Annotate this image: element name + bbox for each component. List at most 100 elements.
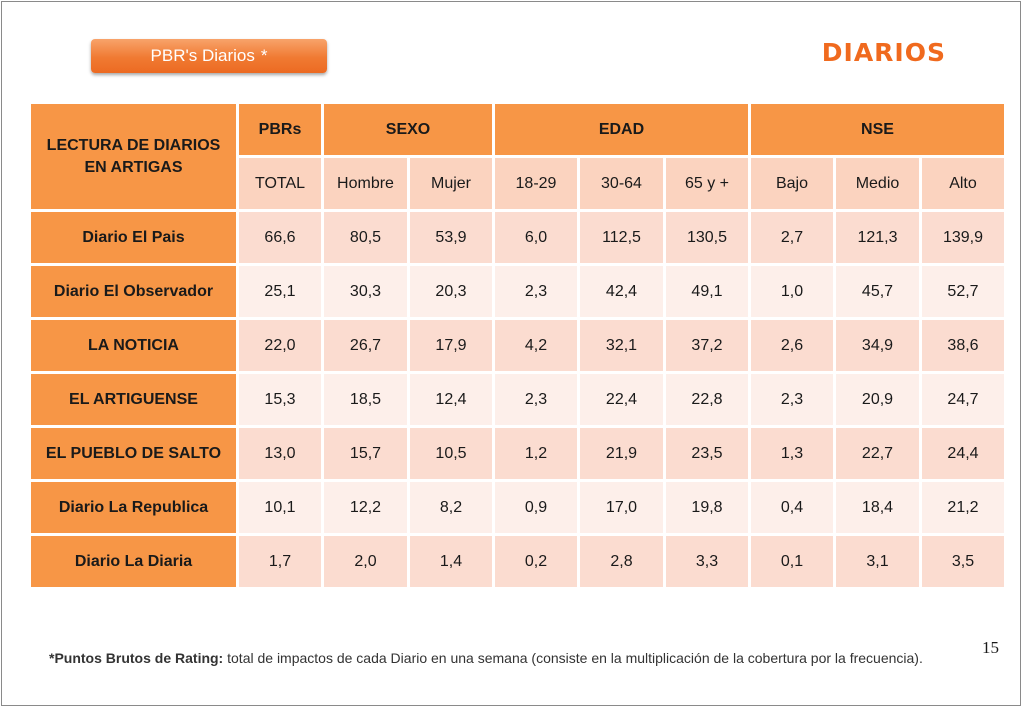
table-cell: 22,0: [236, 317, 324, 374]
page-number: 15: [982, 638, 999, 657]
footnote-text: total de impactos de cada Diario en una …: [223, 650, 923, 666]
table-cell: 42,4: [577, 263, 666, 320]
table-cell: 45,7: [833, 263, 922, 320]
column-header-row: TOTAL Hombre Mujer 18-29 30-64 65 y + Ba…: [30, 155, 1007, 212]
table-cell: 49,1: [663, 263, 751, 320]
table-cell: 34,9: [833, 317, 922, 374]
row-label: Diario El Observador: [28, 263, 239, 320]
column-header: Medio: [833, 155, 922, 212]
table-cell: 2,7: [748, 209, 836, 266]
table-cell: 24,4: [919, 425, 1007, 482]
table-cell: 26,7: [321, 317, 410, 374]
table-cell: 18,4: [833, 479, 922, 536]
table-cell: 21,2: [919, 479, 1007, 536]
table-cell: 21,9: [577, 425, 666, 482]
row-label: Diario La Diaria: [28, 533, 239, 590]
corner-header: LECTURA DE DIARIOS EN ARTIGAS: [28, 101, 239, 212]
table-row: Diario El Observador 25,1 30,3 20,3 2,3 42,4 4…: [28, 263, 1007, 320]
table-cell: 12,4: [407, 371, 495, 428]
table-cell: 112,5: [577, 209, 666, 266]
table-cell: 3,1: [833, 533, 922, 590]
table-cell: 2,0: [321, 533, 410, 590]
column-header: Alto: [919, 155, 1007, 212]
column-header: TOTAL: [236, 155, 324, 212]
table-cell: 0,9: [492, 479, 580, 536]
table-cell: 17,9: [407, 317, 495, 374]
table-cell: 22,4: [577, 371, 666, 428]
table-cell: 3,3: [663, 533, 751, 590]
table-cell: 15,7: [321, 425, 410, 482]
table-cell: 139,9: [919, 209, 1007, 266]
table-cell: 32,1: [577, 317, 666, 374]
group-header-row: LECTURA DE DIARIOS EN ARTIGAS PBRs SEXO …: [28, 101, 1007, 212]
table-cell: 130,5: [663, 209, 751, 266]
table-cell: 20,9: [833, 371, 922, 428]
group-header-sexo: SEXO: [321, 101, 495, 158]
table-row: EL ARTIGUENSE 15,3 18,5 12,4 2,3 22,4 22,8 2,3 2…: [28, 371, 1007, 428]
column-header: 65 y +: [663, 155, 751, 212]
table-cell: 0,2: [492, 533, 580, 590]
column-header: Bajo: [748, 155, 836, 212]
table-cell: 1,2: [492, 425, 580, 482]
table-cell: 0,4: [748, 479, 836, 536]
row-label: EL PUEBLO DE SALTO: [28, 425, 239, 482]
table-cell: 15,3: [236, 371, 324, 428]
table-cell: 24,7: [919, 371, 1007, 428]
ratings-table: LECTURA DE DIARIOS EN ARTIGAS PBRs SEXO …: [28, 101, 1007, 590]
table-cell: 3,5: [919, 533, 1007, 590]
table-cell: 121,3: [833, 209, 922, 266]
table-cell: 38,6: [919, 317, 1007, 374]
table-cell: 23,5: [663, 425, 751, 482]
group-header-pbrs: PBRs: [236, 101, 324, 158]
table-cell: 30,3: [321, 263, 410, 320]
table-cell: 8,2: [407, 479, 495, 536]
section-tag-star: *: [260, 46, 268, 65]
section-tag-label: PBR's Diarios: [150, 46, 255, 65]
row-label: Diario La Republica: [28, 479, 239, 536]
row-label: EL ARTIGUENSE: [28, 371, 239, 428]
table-cell: 19,8: [663, 479, 751, 536]
group-header-nse: NSE: [748, 101, 1007, 158]
column-header: Hombre: [321, 155, 410, 212]
table-cell: 37,2: [663, 317, 751, 374]
table-cell: 0,1: [748, 533, 836, 590]
table-cell: 1,3: [748, 425, 836, 482]
table-cell: 18,5: [321, 371, 410, 428]
table-cell: 2,6: [748, 317, 836, 374]
section-tag: PBR's Diarios *: [91, 39, 327, 73]
column-header: 30-64: [577, 155, 666, 212]
table-cell: 1,0: [748, 263, 836, 320]
table-cell: 10,5: [407, 425, 495, 482]
table-cell: 22,7: [833, 425, 922, 482]
table-cell: 1,4: [407, 533, 495, 590]
table-row: Diario El Pais 66,6 80,5 53,9 6,0 112,5 130,5 2…: [28, 209, 1007, 266]
table-cell: 12,2: [321, 479, 410, 536]
column-header: Mujer: [407, 155, 495, 212]
table-cell: 4,2: [492, 317, 580, 374]
table-cell: 80,5: [321, 209, 410, 266]
table-row: EL PUEBLO DE SALTO 13,0 15,7 10,5 1,2 21,9 23,…: [28, 425, 1007, 482]
table-cell: 66,6: [236, 209, 324, 266]
table-cell: 17,0: [577, 479, 666, 536]
column-header: 18-29: [492, 155, 580, 212]
footnote: *Puntos Brutos de Rating: total de impac…: [49, 649, 969, 668]
table-cell: 20,3: [407, 263, 495, 320]
table-cell: 25,1: [236, 263, 324, 320]
table-cell: 10,1: [236, 479, 324, 536]
table-cell: 53,9: [407, 209, 495, 266]
group-header-edad: EDAD: [492, 101, 751, 158]
table-cell: 2,3: [748, 371, 836, 428]
table-cell: 2,3: [492, 263, 580, 320]
table-row: LA NOTICIA 22,0 26,7 17,9 4,2 32,1 37,2 2,6 34,9…: [28, 317, 1007, 374]
slide-title: DIARIOS: [821, 38, 946, 67]
table-cell: 2,8: [577, 533, 666, 590]
table-cell: 22,8: [663, 371, 751, 428]
table-cell: 2,3: [492, 371, 580, 428]
table-cell: 52,7: [919, 263, 1007, 320]
table-row: Diario La Diaria 1,7 2,0 1,4 0,2 2,8 3,3 0,1 3,1…: [28, 533, 1007, 590]
footnote-term: *Puntos Brutos de Rating:: [49, 650, 224, 666]
table-cell: 1,7: [236, 533, 324, 590]
row-label: LA NOTICIA: [28, 317, 239, 374]
row-label: Diario El Pais: [28, 209, 239, 266]
